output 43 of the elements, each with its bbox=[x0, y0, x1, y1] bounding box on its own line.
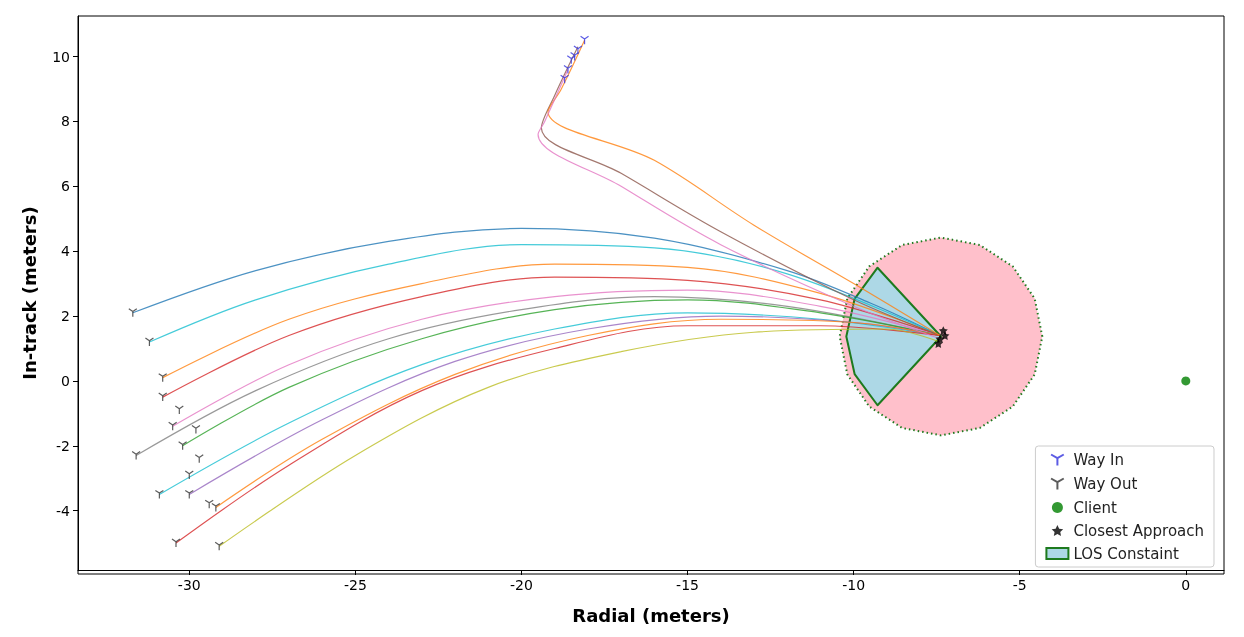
y-tick-label: 6 bbox=[61, 178, 71, 195]
point bbox=[191, 424, 201, 435]
point bbox=[1181, 376, 1191, 386]
point bbox=[171, 538, 181, 548]
point bbox=[168, 421, 178, 431]
point bbox=[158, 392, 168, 402]
point bbox=[158, 373, 168, 383]
point bbox=[211, 502, 221, 512]
point bbox=[194, 454, 204, 464]
x-tick-label: -30 bbox=[177, 577, 201, 593]
y-tick-label: -2 bbox=[56, 437, 70, 454]
x-tick-label: 0 bbox=[1181, 577, 1191, 593]
legend-label: Way In bbox=[1073, 451, 1125, 469]
point bbox=[570, 51, 580, 62]
point bbox=[214, 541, 224, 551]
point bbox=[128, 308, 138, 318]
x-axis-title: Radial (meters) bbox=[572, 604, 730, 626]
point bbox=[131, 450, 141, 461]
point bbox=[184, 489, 194, 500]
legend-label: Closest Approach bbox=[1073, 521, 1204, 540]
point bbox=[573, 45, 583, 55]
y-tick-label: 10 bbox=[52, 48, 70, 65]
y-tick-label: -4 bbox=[56, 502, 71, 519]
x-tick-label: -15 bbox=[676, 577, 699, 593]
y-tick-label: 8 bbox=[61, 113, 70, 130]
y-tick-label: 0 bbox=[61, 372, 70, 389]
x-tick-label: -25 bbox=[343, 577, 367, 593]
x-tick-label: -20 bbox=[510, 577, 533, 593]
legend-label: Way Out bbox=[1073, 475, 1138, 493]
x-tick-label: -10 bbox=[842, 577, 866, 593]
point bbox=[174, 405, 184, 415]
point bbox=[566, 55, 576, 65]
legend-label: Client bbox=[1073, 498, 1117, 517]
point bbox=[184, 470, 194, 480]
point bbox=[563, 64, 573, 75]
point bbox=[579, 35, 590, 45]
x-tick-label: -5 bbox=[1012, 577, 1027, 593]
legend-label: LOS Constaint bbox=[1073, 544, 1180, 563]
y-tick-label: 2 bbox=[61, 308, 70, 325]
point bbox=[560, 74, 570, 84]
y-tick-label: 4 bbox=[61, 243, 71, 260]
y-axis-title: In-track (meters) bbox=[18, 206, 40, 380]
point bbox=[144, 337, 155, 347]
